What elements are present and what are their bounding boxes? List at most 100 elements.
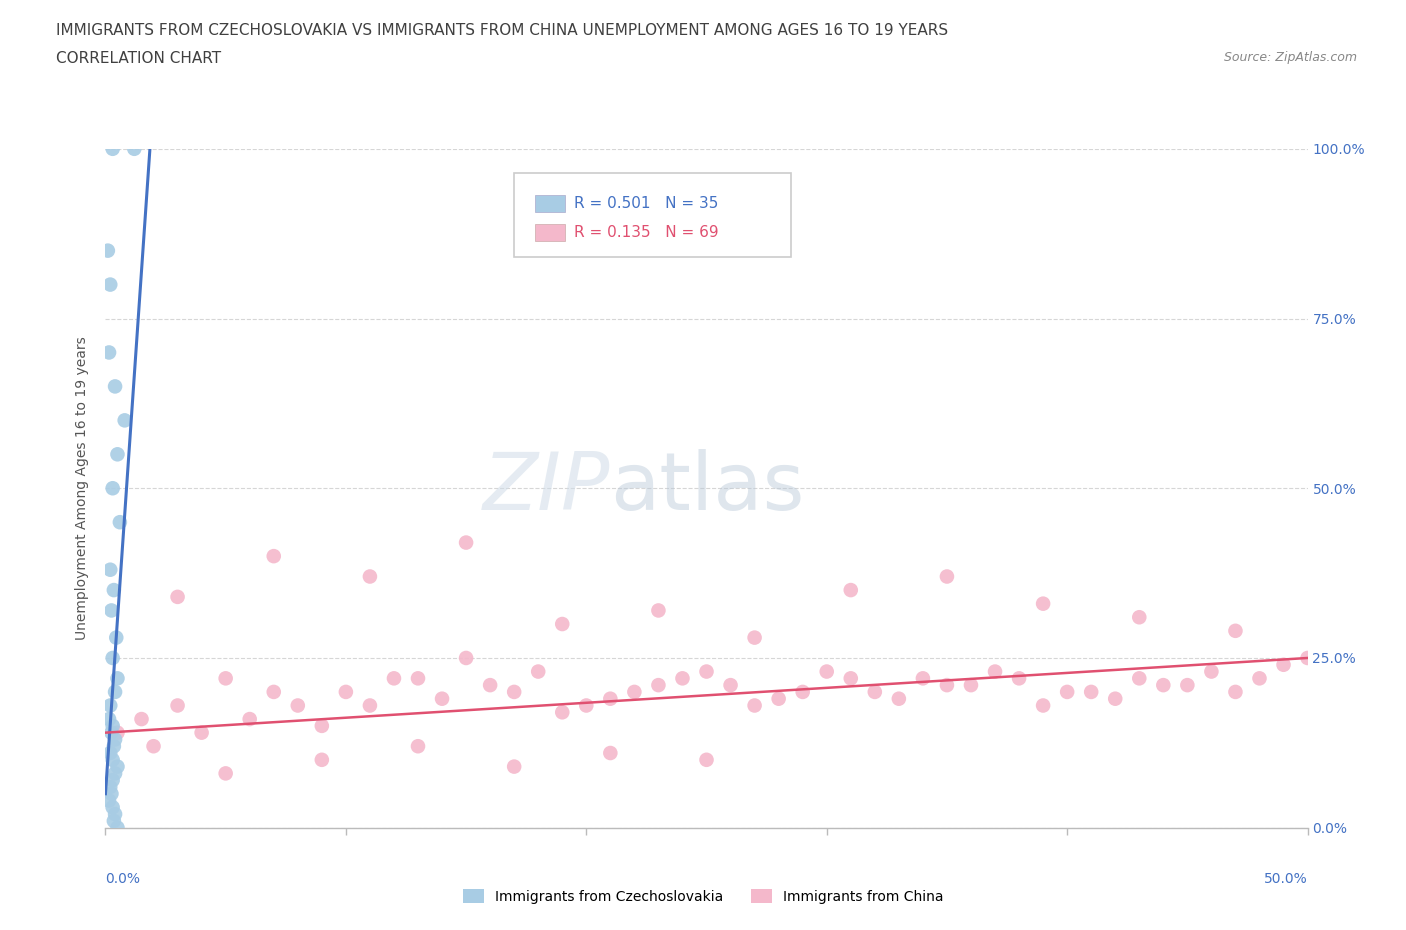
Point [98, 563, 121, 578]
Text: atlas: atlas [610, 449, 804, 527]
Point [124, 141, 146, 156]
Point [166, 698, 188, 713]
Point [671, 671, 693, 685]
Point [936, 569, 959, 584]
Point [647, 603, 669, 618]
Point [551, 705, 574, 720]
Text: 50.0%: 50.0% [1264, 871, 1308, 886]
Point [98, 345, 121, 360]
Text: 0.0%: 0.0% [105, 871, 141, 886]
Point [527, 664, 550, 679]
Point [97, 243, 120, 258]
Point [101, 800, 124, 815]
Point [1128, 610, 1150, 625]
Text: ZIP: ZIP [484, 449, 610, 527]
Point [1296, 651, 1319, 666]
Point [98, 793, 121, 808]
Y-axis label: Unemployment Among Ages 16 to 19 years: Unemployment Among Ages 16 to 19 years [76, 337, 90, 640]
Point [311, 718, 333, 733]
Legend: Immigrants from Czechoslovakia, Immigrants from China: Immigrants from Czechoslovakia, Immigran… [457, 884, 949, 910]
Point [863, 684, 886, 699]
Point [599, 746, 621, 761]
Point [551, 617, 574, 631]
Point [142, 738, 165, 753]
Point [503, 684, 526, 699]
Point [103, 814, 125, 829]
Point [768, 691, 790, 706]
Point [103, 738, 125, 753]
Point [100, 603, 122, 618]
Point [839, 671, 862, 685]
Point [406, 671, 429, 685]
Text: CORRELATION CHART: CORRELATION CHART [56, 51, 221, 66]
Point [1152, 678, 1174, 693]
Point [454, 651, 477, 666]
Point [1175, 678, 1198, 693]
Point [239, 711, 262, 726]
Point [839, 582, 862, 598]
Point [107, 725, 129, 740]
Point [108, 515, 131, 530]
Point [720, 678, 742, 693]
Point [101, 141, 124, 156]
Text: IMMIGRANTS FROM CZECHOSLOVAKIA VS IMMIGRANTS FROM CHINA UNEMPLOYMENT AMONG AGES : IMMIGRANTS FROM CZECHOSLOVAKIA VS IMMIGR… [56, 23, 949, 38]
Point [1272, 658, 1295, 672]
Point [287, 698, 309, 713]
Point [887, 691, 910, 706]
Point [479, 678, 502, 693]
Point [1104, 691, 1126, 706]
Point [1128, 671, 1150, 685]
Point [599, 691, 621, 706]
Point [114, 413, 136, 428]
Point [166, 590, 188, 604]
Point [131, 711, 153, 726]
Point [1225, 684, 1247, 699]
Point [101, 718, 124, 733]
Point [1201, 664, 1223, 679]
Point [107, 671, 129, 685]
Point [911, 671, 934, 685]
Point [104, 732, 127, 747]
Point [936, 678, 959, 693]
Point [623, 684, 645, 699]
Point [382, 671, 405, 685]
Point [101, 773, 124, 788]
Point [1056, 684, 1078, 699]
Point [696, 752, 718, 767]
Point [100, 787, 122, 802]
Point [101, 752, 124, 767]
Point [104, 379, 127, 394]
Point [406, 738, 429, 753]
Point [98, 779, 121, 794]
Point [1225, 623, 1247, 638]
Point [1249, 671, 1271, 685]
Point [104, 684, 127, 699]
Point [359, 698, 381, 713]
FancyBboxPatch shape [515, 173, 790, 258]
Point [1032, 596, 1054, 611]
Point [575, 698, 598, 713]
Point [100, 725, 122, 740]
Point [263, 684, 285, 699]
Point [359, 569, 381, 584]
Point [647, 678, 669, 693]
Text: R = 0.135   N = 69: R = 0.135 N = 69 [574, 225, 718, 240]
Point [503, 759, 526, 774]
Point [101, 651, 124, 666]
Point [98, 698, 121, 713]
Point [815, 664, 838, 679]
Point [103, 582, 125, 598]
Point [960, 678, 983, 693]
Point [98, 746, 121, 761]
Point [214, 671, 236, 685]
Point [696, 664, 718, 679]
Text: R = 0.501   N = 35: R = 0.501 N = 35 [574, 196, 718, 211]
Bar [534, 194, 565, 212]
Point [744, 631, 766, 645]
Point [105, 631, 128, 645]
Point [263, 549, 285, 564]
Point [792, 684, 814, 699]
Point [98, 711, 121, 726]
Point [311, 752, 333, 767]
Point [104, 766, 127, 781]
